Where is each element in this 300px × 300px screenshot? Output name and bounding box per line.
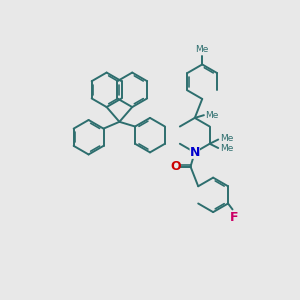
Text: Me: Me [220, 134, 233, 143]
Text: F: F [230, 211, 238, 224]
Text: Me: Me [196, 45, 209, 54]
Text: N: N [190, 146, 200, 159]
Text: Me: Me [206, 111, 219, 120]
Text: Me: Me [220, 144, 233, 153]
Text: O: O [171, 160, 181, 173]
